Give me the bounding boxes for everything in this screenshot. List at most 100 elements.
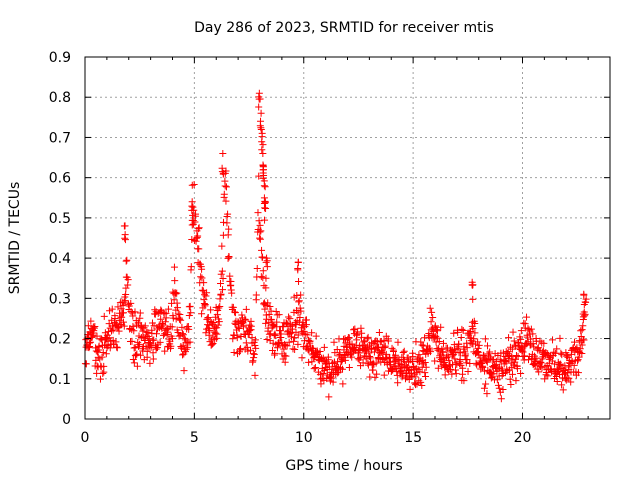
data-point	[300, 327, 308, 335]
data-point	[152, 345, 160, 353]
data-point	[111, 314, 119, 322]
data-point	[523, 313, 531, 321]
data-point	[149, 349, 157, 357]
data-point	[447, 365, 455, 373]
data-point	[161, 347, 169, 355]
data-point	[182, 345, 190, 353]
data-point	[257, 227, 265, 235]
data-point	[255, 93, 263, 101]
data-point	[330, 338, 338, 346]
data-point	[429, 327, 437, 335]
data-point	[582, 295, 590, 303]
data-point	[557, 349, 565, 357]
data-point	[130, 327, 138, 335]
data-point	[273, 344, 281, 352]
data-point	[108, 305, 116, 313]
data-point	[291, 334, 299, 342]
data-point	[250, 354, 258, 362]
data-point	[427, 318, 435, 326]
data-point	[562, 349, 570, 357]
data-point	[143, 347, 151, 355]
data-point	[227, 277, 235, 285]
data-point	[531, 362, 539, 370]
data-point	[257, 125, 265, 133]
data-point	[553, 377, 561, 385]
data-point	[380, 371, 388, 379]
data-point	[162, 314, 170, 322]
data-point	[499, 385, 507, 393]
data-point	[269, 322, 277, 330]
data-point	[459, 370, 467, 378]
data-point	[469, 325, 477, 333]
data-point	[198, 274, 206, 282]
data-point	[397, 367, 405, 375]
data-point	[168, 335, 176, 343]
data-point	[517, 343, 525, 351]
data-point	[563, 352, 571, 360]
data-point	[164, 305, 172, 313]
data-point	[319, 369, 327, 377]
data-point	[127, 299, 135, 307]
data-point	[136, 340, 144, 348]
data-point	[471, 329, 479, 337]
data-point	[144, 329, 152, 337]
data-point	[394, 379, 402, 387]
data-point	[564, 353, 572, 361]
data-point	[98, 336, 106, 344]
data-point	[150, 336, 158, 344]
data-point	[252, 291, 260, 299]
data-point	[534, 344, 542, 352]
data-point	[557, 360, 565, 368]
data-point	[262, 258, 270, 266]
data-point	[354, 328, 362, 336]
data-point	[177, 316, 185, 324]
data-point	[507, 380, 515, 388]
data-point	[320, 343, 328, 351]
data-point	[556, 334, 564, 342]
data-point	[387, 358, 395, 366]
data-point	[228, 289, 236, 297]
data-point	[509, 328, 517, 336]
data-point	[156, 338, 164, 346]
data-point	[457, 333, 465, 341]
data-point	[535, 368, 543, 376]
data-point	[250, 350, 258, 358]
data-point	[381, 342, 389, 350]
data-point	[362, 343, 370, 351]
data-point	[259, 253, 267, 261]
data-point	[538, 364, 546, 372]
data-point	[459, 326, 467, 334]
data-point	[251, 336, 259, 344]
data-point	[388, 344, 396, 352]
data-point	[121, 236, 129, 244]
data-point	[198, 286, 206, 294]
data-point	[190, 180, 198, 188]
data-point	[294, 259, 302, 267]
data-point	[295, 277, 303, 285]
data-point	[384, 337, 392, 345]
data-point	[369, 366, 377, 374]
y-tick-label: 0	[62, 412, 71, 428]
data-point	[251, 371, 259, 379]
data-point	[100, 368, 108, 376]
data-point	[416, 368, 424, 376]
data-point	[575, 337, 583, 345]
data-point	[412, 381, 420, 389]
data-point	[336, 350, 344, 358]
data-point	[479, 363, 487, 371]
data-point	[129, 356, 137, 364]
x-tick-label: 10	[295, 430, 313, 446]
data-point	[263, 263, 271, 271]
data-point	[120, 222, 128, 230]
data-point	[198, 310, 206, 318]
data-point	[262, 205, 270, 213]
data-point	[311, 363, 319, 371]
data-point	[444, 353, 452, 361]
data-point	[310, 365, 318, 373]
axis-ticks: 0 0.1 0.2 0.3 0.4 0.5 0.6 0.7 0.8 0.9 0 5 10 15 20	[49, 50, 610, 446]
data-point	[426, 346, 434, 354]
data-point	[179, 351, 187, 359]
data-point	[544, 372, 552, 380]
data-point	[486, 348, 494, 356]
data-point	[578, 349, 586, 357]
